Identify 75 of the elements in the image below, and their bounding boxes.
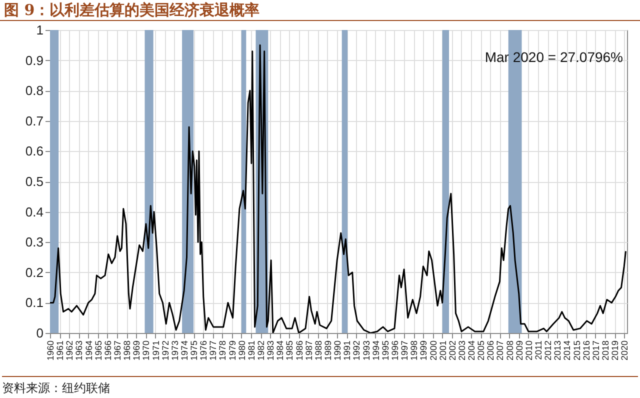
- x-tick-label: 2016: [581, 340, 592, 361]
- x-tick-label: 2013: [552, 340, 563, 361]
- x-tick-label: 1972: [160, 340, 170, 361]
- x-tick-label: 1976: [198, 340, 209, 361]
- x-tick-label: 1989: [322, 340, 333, 361]
- x-tick-label: 1985: [284, 340, 295, 361]
- x-tick-label: 2011: [534, 340, 544, 360]
- x-tick-label: 1960: [46, 340, 56, 361]
- x-tick-label: 2004: [466, 340, 477, 361]
- x-tick-label: 1968: [122, 340, 132, 361]
- x-tick-label: 2012: [543, 340, 554, 361]
- x-tick-label: 1967: [112, 340, 122, 361]
- x-tick-label: 2020: [620, 340, 630, 361]
- x-tick-label: 2010: [524, 340, 534, 361]
- x-tick-label: 1995: [380, 340, 390, 361]
- x-tick-label: 1987: [304, 340, 314, 361]
- x-tick-label: 1970: [141, 340, 152, 361]
- x-tick-label: 2002: [447, 340, 458, 361]
- x-tick-label: 2007: [495, 340, 506, 361]
- x-tick-label: 1999: [418, 340, 429, 361]
- x-tick-label: 2019: [610, 340, 620, 361]
- y-tick-label: 0: [36, 326, 44, 340]
- x-tick-label: 2006: [486, 340, 496, 361]
- x-tick-label: 1984: [275, 340, 286, 361]
- x-tick-label: 1993: [361, 340, 372, 361]
- x-tick-label: 1963: [74, 340, 84, 361]
- y-tick-label: 0.7: [25, 113, 44, 128]
- x-tick-label: 1977: [208, 340, 218, 361]
- x-tick-label: 1983: [266, 340, 276, 361]
- x-tick-label: 1966: [102, 340, 113, 361]
- x-tick-label: 1991: [342, 340, 352, 361]
- x-tick-label: 1992: [352, 340, 362, 361]
- x-tick-label: 1964: [84, 340, 94, 361]
- y-tick-label: 0.6: [25, 144, 44, 159]
- y-tick-label: 0.2: [25, 264, 44, 280]
- x-tick-label: 2001: [438, 340, 448, 361]
- x-tick-label: 1962: [64, 340, 75, 361]
- y-tick-label: 0.3: [25, 234, 44, 250]
- y-tick-label: 1: [36, 22, 44, 38]
- x-tick-label: 1996: [390, 340, 400, 361]
- x-tick-label: 1988: [313, 340, 324, 361]
- x-tick-label: 1971: [150, 340, 161, 361]
- x-tick-label: 1990: [332, 340, 343, 361]
- x-tick-label: 1997: [400, 340, 410, 361]
- x-tick-label: 1975: [189, 340, 200, 361]
- x-tick-label: 1981: [246, 340, 256, 361]
- x-tick-label: 1982: [256, 340, 266, 361]
- x-tick-label: 1986: [294, 340, 304, 361]
- x-tick-label: 2018: [600, 340, 610, 361]
- chart-title: 图 9：以利差估算的美国经济衰退概率: [0, 0, 640, 21]
- x-tick-label: 1980: [236, 340, 247, 361]
- y-tick-label: 0.1: [25, 295, 44, 310]
- x-tick-label: 1994: [370, 340, 381, 361]
- x-tick-label: 2005: [476, 340, 486, 361]
- x-tick-label: 2014: [562, 340, 572, 361]
- y-tick-label: 0.8: [25, 83, 44, 98]
- x-tick-label: 1965: [93, 340, 104, 361]
- y-tick-label: 0.5: [25, 174, 44, 189]
- y-tick-label: 0.9: [25, 52, 44, 68]
- x-tick-label: 2017: [590, 340, 601, 361]
- x-tick-label: 2000: [428, 340, 438, 361]
- x-tick-label: 2015: [572, 340, 582, 361]
- x-tick-label: 1969: [132, 340, 142, 361]
- x-tick-label: 1979: [227, 340, 238, 361]
- x-tick-label: 1998: [409, 340, 420, 361]
- x-tick-label: 1973: [170, 340, 180, 361]
- x-tick-label: 1974: [179, 340, 190, 361]
- text: 资料来源：纽约联储: [2, 376, 638, 397]
- x-tick-label: 2003: [456, 340, 467, 361]
- x-tick-label: 2008: [504, 340, 515, 361]
- x-tick-label: 2009: [514, 340, 524, 361]
- y-tick-label: 0.4: [25, 204, 44, 220]
- annotation: Mar 2020 = 27.0796%: [484, 49, 623, 65]
- x-tick-label: 1961: [55, 340, 66, 361]
- x-tick-label: 1978: [218, 340, 228, 361]
